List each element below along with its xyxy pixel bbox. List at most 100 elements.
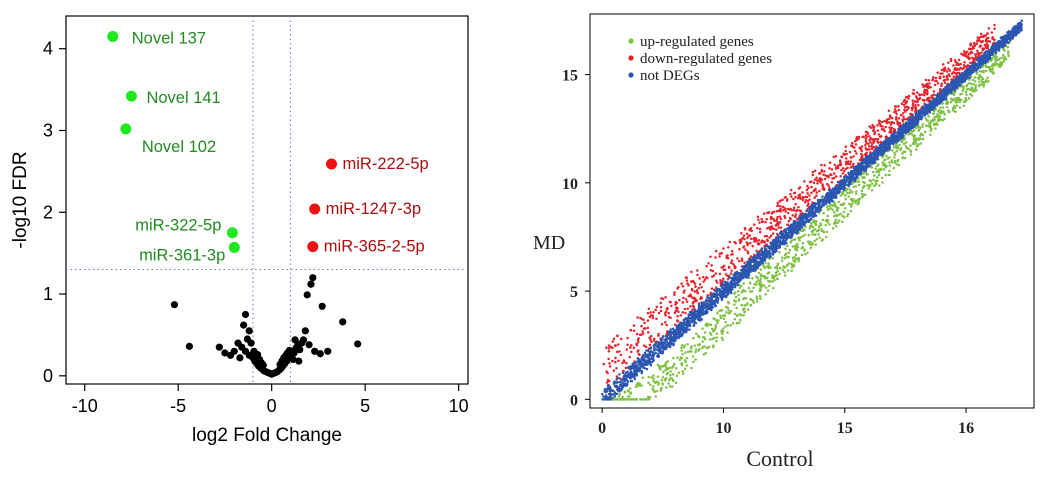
down-regulated-gene-point bbox=[864, 143, 867, 147]
down-regulated-gene-point bbox=[973, 53, 977, 56]
down-regulated-gene-point bbox=[777, 226, 780, 229]
non-significant-point bbox=[185, 342, 194, 350]
not-deg-point bbox=[868, 165, 871, 168]
down-regulated-gene-point bbox=[868, 138, 871, 142]
down-regulated-gene-point bbox=[609, 345, 612, 348]
up-regulated-gene-point bbox=[972, 82, 975, 86]
down-regulated-gene-point bbox=[876, 140, 879, 143]
not-deg-point bbox=[942, 87, 946, 91]
down-regulated-gene-point bbox=[689, 280, 693, 283]
up-regulated-gene-point bbox=[797, 257, 801, 261]
down-regulated-gene-point bbox=[615, 367, 618, 370]
up-regulated-gene-point bbox=[860, 192, 864, 196]
down-regulated-gene-point bbox=[986, 32, 989, 35]
down-regulated-gene-point bbox=[691, 308, 694, 312]
down-regulated-gene-point bbox=[962, 50, 966, 53]
down-regulated-gene-point bbox=[683, 307, 687, 311]
down-regulated-gene-point bbox=[625, 361, 628, 365]
down-regulated-gene-point bbox=[938, 75, 942, 79]
not-deg-point bbox=[721, 282, 724, 285]
up-regulated-gene-point bbox=[820, 239, 824, 242]
up-regulated-gene-point bbox=[683, 344, 686, 347]
up-regulated-gene-point bbox=[904, 144, 908, 148]
up-regulated-gene-point bbox=[778, 251, 781, 254]
up-regulated-gene-point bbox=[885, 154, 888, 158]
down-regulated-gene-point bbox=[762, 212, 766, 215]
up-regulated-gene-point bbox=[879, 169, 882, 172]
up-regulated-gene-point bbox=[921, 123, 925, 126]
down-regulated-gene-point bbox=[831, 177, 834, 180]
up-regulated-gene-point bbox=[708, 338, 712, 341]
down-regulated-gene-point bbox=[808, 194, 811, 197]
down-regulated-gene-point bbox=[890, 116, 894, 120]
not-deg-point bbox=[875, 148, 878, 151]
down-regulated-gene-point bbox=[957, 63, 961, 67]
up-regulated-gene-point bbox=[787, 262, 791, 265]
not-deg-point bbox=[872, 152, 875, 155]
down-regulated-gene-point bbox=[914, 107, 917, 110]
up-regulated-gene-point bbox=[763, 274, 767, 278]
down-regulated-gene-point bbox=[880, 120, 884, 124]
up-regulated-gene-point bbox=[810, 221, 813, 225]
up-regulated-gene-point bbox=[684, 360, 688, 364]
not-deg-point bbox=[733, 271, 737, 274]
not-deg-point bbox=[653, 347, 657, 350]
up-regulated-gene-point bbox=[1006, 52, 1010, 55]
up-regulated-gene-point bbox=[844, 197, 847, 201]
down-regulated-gene-point bbox=[846, 162, 850, 166]
up-regulated-gene-point bbox=[825, 235, 828, 239]
up-regulated-gene-point bbox=[821, 218, 824, 222]
down-regulated-gene-point bbox=[888, 126, 891, 129]
down-regulated-point bbox=[309, 203, 321, 215]
up-regulated-gene-point bbox=[639, 398, 642, 401]
up-regulated-gene-point bbox=[729, 310, 733, 313]
up-regulated-gene-point bbox=[626, 395, 630, 398]
down-regulated-gene-point bbox=[673, 311, 677, 315]
not-deg-point bbox=[724, 291, 728, 294]
down-regulated-gene-point bbox=[793, 191, 797, 195]
up-regulated-gene-point bbox=[980, 83, 983, 86]
down-regulated-gene-point bbox=[655, 317, 658, 321]
down-regulated-gene-point bbox=[834, 166, 838, 169]
up-regulated-gene-point bbox=[756, 300, 759, 303]
up-regulated-gene-point bbox=[986, 76, 989, 79]
down-regulated-gene-point bbox=[861, 135, 864, 139]
down-regulated-gene-point bbox=[677, 310, 680, 314]
up-regulated-gene-point bbox=[790, 266, 794, 269]
up-regulated-gene-point bbox=[814, 223, 818, 227]
volcano-x-axis-label: log2 Fold Change bbox=[192, 425, 342, 446]
up-regulated-gene-point bbox=[694, 350, 697, 354]
down-regulated-gene-point bbox=[743, 227, 747, 231]
down-regulated-gene-point bbox=[914, 95, 918, 98]
up-regulated-gene-point bbox=[873, 174, 876, 177]
non-significant-point bbox=[289, 355, 297, 364]
not-deg-point bbox=[829, 189, 832, 192]
not-deg-point bbox=[644, 355, 648, 359]
down-regulated-gene-point bbox=[611, 359, 614, 363]
not-deg-point bbox=[728, 276, 731, 279]
non-significant-point bbox=[236, 354, 244, 362]
down-regulated-gene-point bbox=[606, 371, 609, 375]
up-regulated-gene-point bbox=[635, 383, 638, 386]
not-deg-point bbox=[693, 313, 696, 316]
down-regulated-gene-point bbox=[663, 312, 667, 315]
up-regulated-gene-point bbox=[994, 53, 997, 57]
up-regulated-gene-point bbox=[623, 390, 627, 393]
up-regulated-gene-point bbox=[738, 321, 741, 324]
down-regulated-gene-point bbox=[957, 68, 961, 71]
up-regulated-gene-point bbox=[925, 118, 929, 122]
down-regulated-gene-point bbox=[659, 309, 663, 313]
down-regulated-gene-point bbox=[869, 126, 873, 129]
up-regulated-gene-point bbox=[911, 134, 914, 137]
down-regulated-gene-point bbox=[953, 67, 957, 70]
down-regulated-gene-point bbox=[921, 98, 925, 102]
down-regulated-gene-point bbox=[855, 152, 858, 155]
not-deg-point bbox=[860, 160, 863, 164]
down-regulated-gene-point bbox=[972, 58, 975, 62]
down-regulated-gene-point bbox=[783, 206, 786, 210]
not-deg-point bbox=[818, 209, 822, 213]
down-regulated-gene-point bbox=[769, 215, 773, 219]
up-regulated-gene-point bbox=[653, 390, 656, 394]
up-regulated-gene-point bbox=[817, 233, 820, 236]
down-regulated-gene-point bbox=[698, 283, 702, 286]
